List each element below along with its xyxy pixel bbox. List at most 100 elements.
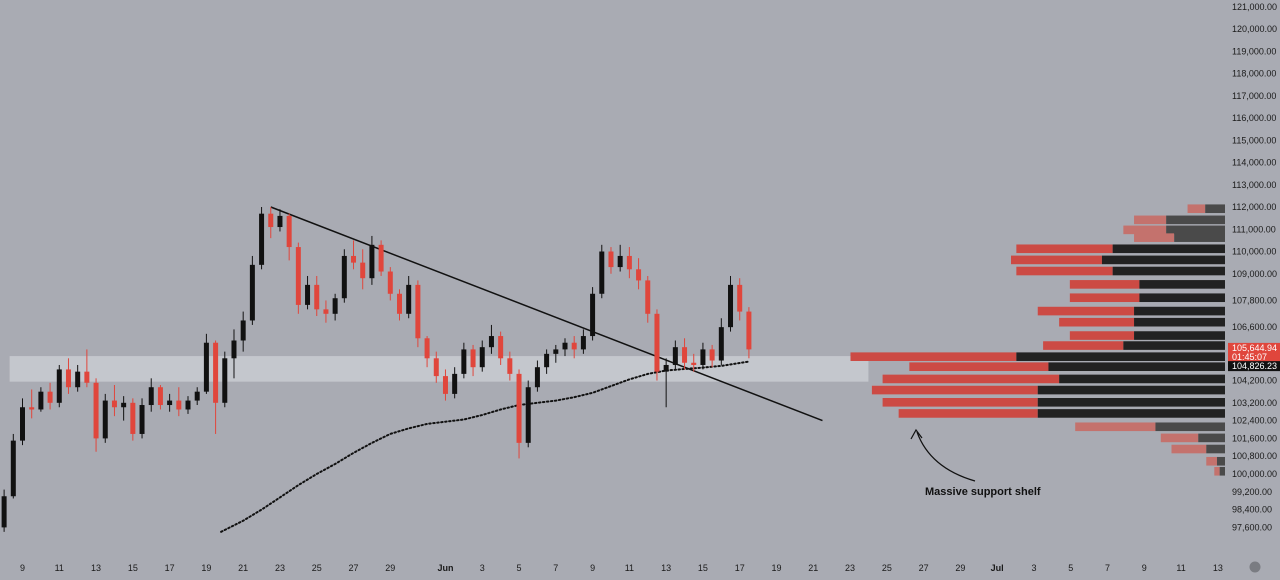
profile-row [1075,422,1225,432]
candle [452,367,458,399]
trendline-layer [270,206,823,422]
profile-row [882,374,1225,384]
candle-body [93,382,99,439]
price-tick-label: 100,000.00 [1232,469,1277,479]
candle-body [737,284,743,312]
settings-button[interactable] [1249,561,1261,573]
price-tick-label: 110,000.00 [1232,247,1276,257]
candle [479,340,485,372]
price-tick-label: 114,000.00 [1232,158,1276,168]
profile-row [882,398,1225,407]
profile-row [1016,266,1225,276]
time-tick-label: 27 [349,563,359,573]
time-tick-label: 7 [1105,563,1110,573]
price-tick-label: 118,000.00 [1232,69,1276,79]
candle-body [525,387,531,443]
candle [691,353,697,372]
candle [47,382,53,410]
candles-layer [1,207,752,532]
profile-bar-red [871,385,1038,395]
candle [461,342,467,379]
candle [387,267,393,301]
price-tick-label: 117,000.00 [1232,91,1276,101]
profile-bar-dark [1155,422,1225,432]
candle [20,398,25,446]
candle-body [1,496,7,528]
candle [10,433,16,499]
candle [728,275,734,332]
candle-body [396,293,402,314]
candle-body [84,371,90,383]
profile-row [1069,293,1225,303]
candle [433,351,439,383]
profile-bar-red [1160,433,1199,443]
candle-body [562,342,568,350]
candle-body [645,280,651,314]
candle [746,307,752,359]
badge-countdown-label: 01:45:07 [1232,352,1267,362]
time-tick-label: 23 [275,563,285,573]
time-tick-label: 29 [385,563,395,573]
profile-row [1059,317,1225,327]
price-tick-label: 121,000.00 [1232,2,1277,12]
candle [231,329,237,379]
gear-icon[interactable] [1249,561,1261,573]
profile-row [909,362,1225,371]
candle-body [47,391,53,403]
time-tick-label: 27 [919,563,929,573]
price-tick-label: 101,600.00 [1232,433,1277,443]
candle-body [746,311,752,350]
time-tick-label: 15 [128,563,138,573]
candle [406,275,412,319]
profile-bar-red [1134,233,1175,242]
candle [1,489,7,532]
candle [378,240,384,276]
candle [84,349,90,388]
profile-row [1134,215,1225,225]
candle [167,393,173,412]
candle-body [29,407,35,410]
candle-body [663,364,669,372]
profile-bar-red [1059,317,1135,327]
candle-body [111,400,117,408]
candle [415,280,421,348]
profile-bar-dark [1174,233,1225,242]
candle-body [470,349,476,368]
time-tick-label: 5 [1068,563,1073,573]
candle-body [433,358,439,377]
time-axis[interactable]: 9 11 13 15 17 19 21 23 25 27 29 Jun 3 5 7 9 11 13 15 17 19 21… [20,563,1223,573]
candle-body [718,327,724,361]
candle [718,318,724,365]
profile-bar-red [1043,341,1124,350]
candle [29,389,35,419]
candle [682,338,688,370]
candle-body [75,371,81,388]
time-tick-label: 21 [808,563,818,573]
profile-bar-red [1069,280,1140,289]
support-zone-layer [9,356,869,382]
candle-body [157,387,163,406]
candle-body [249,264,255,321]
price-axis[interactable]: 121,000.00 120,000.00 119,000.00 118,000.00… [1232,2,1277,533]
profile-bar-dark [1016,352,1225,361]
candle-body [571,342,577,350]
candle-body [323,309,329,314]
candle-body [691,362,697,365]
profile-bar-dark [1112,266,1225,276]
candle [295,242,301,314]
candle-body [488,336,494,348]
profile-row [1214,466,1225,476]
candle-body [498,336,504,359]
profile-row [1206,456,1225,466]
profile-bar-dark [1216,456,1225,466]
candle [608,247,614,274]
profile-bar-red [1171,444,1207,454]
candle-body [213,342,219,403]
profile-row [1134,233,1225,242]
time-tick-label: 13 [91,563,101,573]
profile-row [871,385,1225,395]
candle-body [672,347,678,365]
